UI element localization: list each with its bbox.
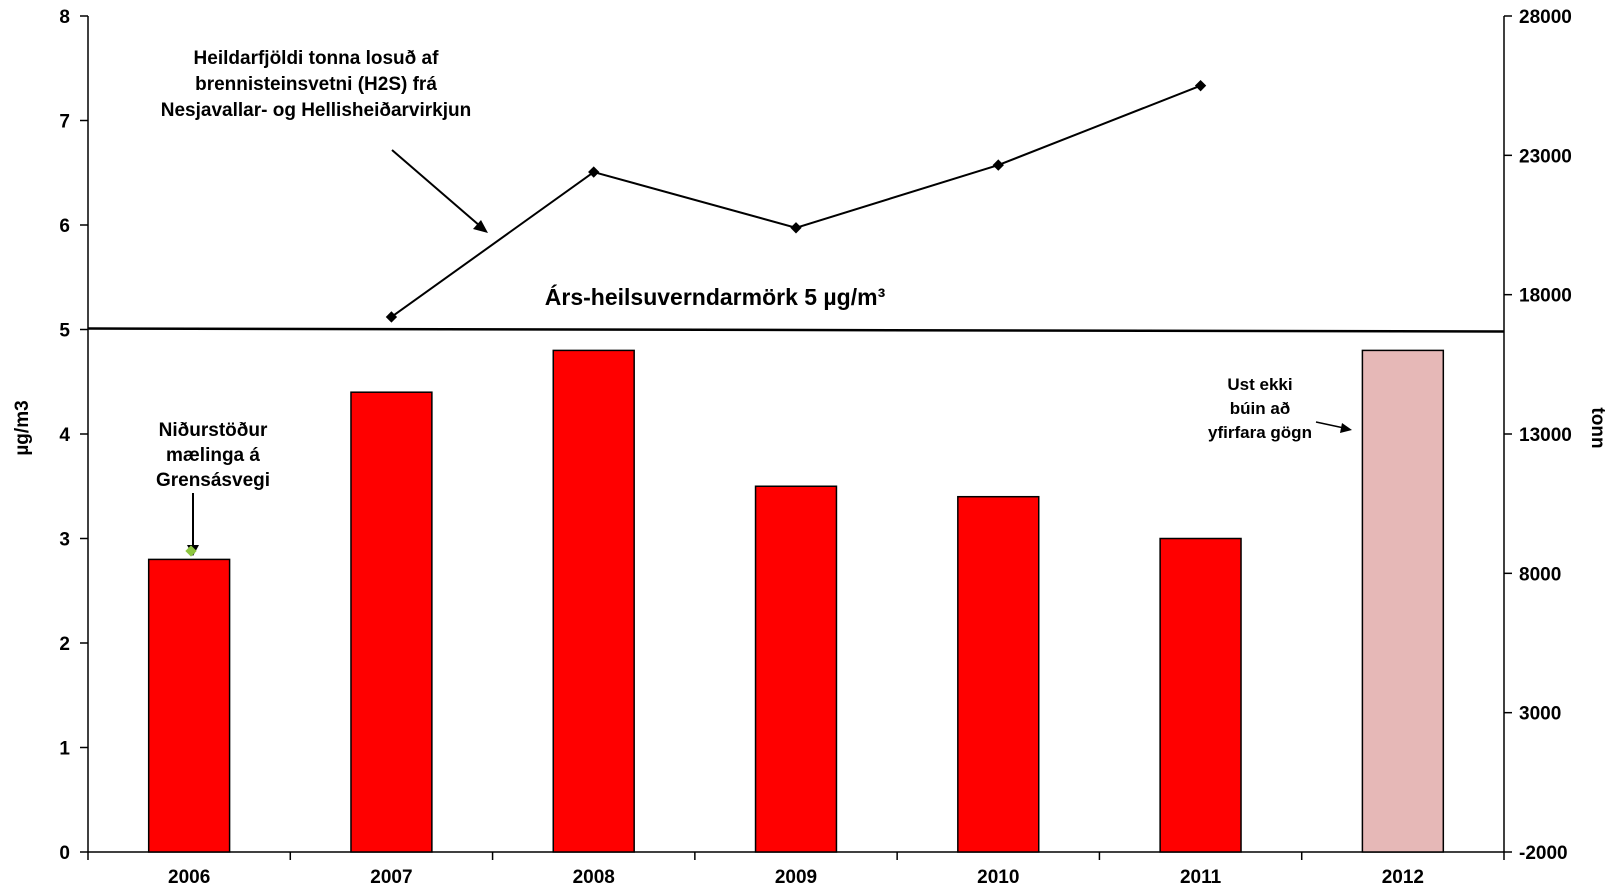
bar-2010: [957, 495, 1040, 853]
y-right-tick-label: 8000: [1519, 564, 1561, 585]
reference-line-group: [87, 327, 1505, 333]
bar-note-1: Niðurstöður: [159, 420, 268, 441]
x-tick-label: 2010: [977, 867, 1019, 885]
x-tick-label: 2006: [168, 867, 210, 885]
line-annotation: Heildarfjöldi tonna losuð af brennistein…: [161, 48, 488, 233]
pending-note-3: yfirfara gögn: [1208, 423, 1312, 442]
bars: [147, 349, 1445, 853]
x-tick-label: 2007: [370, 867, 412, 885]
bar-2008: [552, 349, 635, 853]
y-right-tick-label: 13000: [1519, 425, 1572, 446]
y-left-axis-title: µg/m3: [12, 400, 33, 455]
pending-annotation: Ust ekki búin að yfirfara gögn: [1208, 375, 1352, 442]
line-note-2: brennisteinsvetni (H2S) frá: [195, 74, 437, 95]
y-right-tick-label: 23000: [1519, 146, 1572, 167]
pending-note-2: búin að: [1230, 399, 1290, 418]
y-left-tick-label: 4: [59, 425, 70, 446]
emissions-point-2009: [790, 222, 802, 234]
y-left-tick-label: 7: [59, 112, 70, 133]
axes: 0 1 2 3 4 5 6 7 8 -2000 3000 8000 13000 18000 23000 280…: [59, 7, 1571, 885]
emissions-line: [390, 84, 1201, 318]
line-note-1: Heildarfjöldi tonna losuð af: [194, 48, 440, 69]
x-tick-label: 2012: [1382, 867, 1424, 885]
bar-2012: [1361, 349, 1445, 853]
y-left-tick-label: 6: [59, 216, 70, 237]
y-left-tick-label: 5: [59, 321, 70, 342]
pending-note-arrow: [1315, 421, 1345, 429]
bar-2006: [147, 558, 231, 853]
y-left-tick-label: 2: [59, 634, 70, 655]
line-note-3: Nesjavallar- og Hellisheiðarvirkjun: [161, 100, 471, 121]
x-tick-label: 2008: [573, 867, 615, 885]
emissions-point-2011: [1194, 80, 1207, 92]
x-tick-label: 2011: [1180, 867, 1222, 885]
bar-2011: [1159, 537, 1242, 853]
emissions-point-2008: [588, 166, 600, 178]
y-right-axis-title: tonn: [1587, 407, 1608, 448]
bar-annotation: Niðurstöður mælinga á Grensásvegi: [156, 420, 270, 557]
emissions-line-group: [385, 80, 1207, 323]
y-left-tick-label: 3: [59, 530, 70, 551]
y-right-tick-label: -2000: [1519, 843, 1568, 864]
y-left-tick-label: 8: [59, 7, 70, 28]
y-right-tick-label: 18000: [1519, 286, 1572, 307]
bar-note-2: mælinga á: [166, 445, 260, 466]
x-tick-label: 2009: [775, 867, 817, 885]
pending-note-1: Ust ekki: [1227, 375, 1292, 394]
y-right-tick-label: 28000: [1519, 7, 1572, 28]
y-left-tick-label: 1: [59, 739, 70, 760]
line-note-arrow: [391, 149, 481, 227]
bar-note-3: Grensásvegi: [156, 470, 270, 491]
bar-note-marker: [185, 545, 197, 557]
bar-2007: [350, 391, 433, 853]
reference-line-label: Árs-heilsuverndarmörk 5 µg/m³: [545, 283, 886, 310]
y-left-tick-label: 0: [59, 843, 70, 864]
line-note-arrowhead: [473, 220, 488, 233]
reference-line: [87, 327, 1505, 333]
y-right-tick-label: 3000: [1519, 704, 1561, 725]
bar-2009: [754, 485, 838, 853]
emissions-point-2007: [385, 311, 398, 323]
pending-note-arrowhead: [1340, 423, 1352, 433]
emissions-point-2010: [992, 159, 1004, 171]
